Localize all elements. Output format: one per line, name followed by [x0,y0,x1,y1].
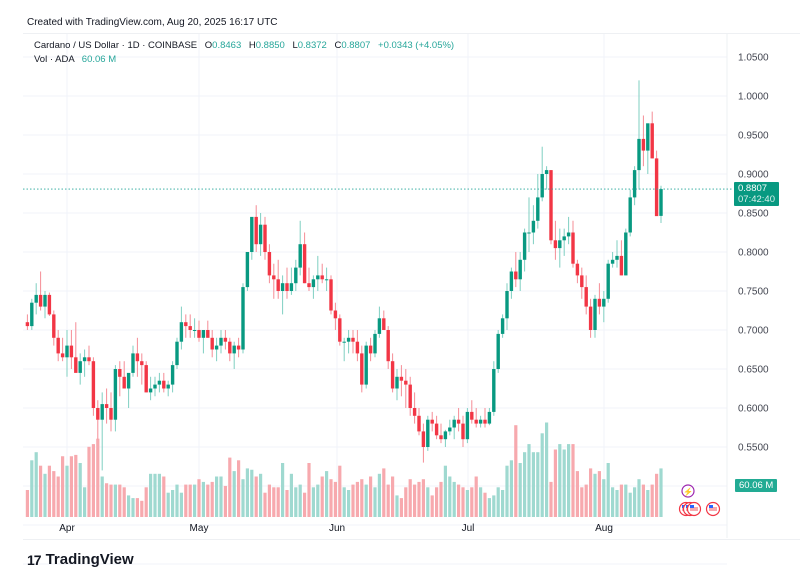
symbol-title[interactable]: Cardano / US Dollar · 1D · COINBASE [34,40,198,51]
event-markers[interactable]: ⚡ [678,484,721,517]
svg-text:⚡: ⚡ [683,487,693,497]
candles [25,80,663,471]
svg-text:0.6500: 0.6500 [738,365,769,376]
svg-text:Jun: Jun [329,523,345,534]
tradingview-footer: 17 TradingView [27,551,134,568]
bar-countdown: 07:42:40 [738,194,775,205]
volume-bars [25,422,663,517]
close-value: 0.8807 [341,40,371,51]
svg-text:0.8500: 0.8500 [738,209,769,220]
low-value: 0.8372 [297,40,327,51]
last-price: 0.8807 [738,183,768,194]
svg-text:0.6000: 0.6000 [738,404,769,415]
svg-text:0.9500: 0.9500 [738,131,769,142]
svg-text:May: May [190,523,209,534]
grid [23,34,728,565]
svg-text:1.0500: 1.0500 [738,53,769,64]
last-volume-tag: 60.06 M [735,479,778,492]
lightning-event-icon [681,484,695,498]
high-value: 0.8850 [255,40,285,51]
open-label: O [204,40,213,51]
svg-text:0.8000: 0.8000 [738,248,769,259]
volume-label[interactable]: Vol · ADA [34,54,75,65]
tradingview-logo-icon: 17 [27,551,42,568]
open-value: 0.8463 [212,40,242,51]
svg-text:1.0000: 1.0000 [738,92,769,103]
svg-text:0.7500: 0.7500 [738,287,769,298]
svg-text:0.5500: 0.5500 [738,443,769,454]
volume-value: 60.06 M [81,54,117,65]
high-label: H [248,40,256,51]
tradingview-brand: TradingView [45,551,134,568]
created-with-caption: Created with TradingView.com, Aug 20, 20… [27,17,278,28]
svg-text:Aug: Aug [595,523,613,534]
svg-text:Jul: Jul [462,523,475,534]
change-value: +0.0343 (+4.05%) [378,40,455,51]
svg-text:Apr: Apr [59,523,75,534]
price-axis[interactable]: 1.0500 1.0000 0.9500 0.9000 0.8500 0.8000 0.75… [738,53,769,454]
chart-legend: Cardano / US Dollar · 1D · COINBASE O0.8… [34,39,454,67]
chart-frame [23,33,800,540]
close-label: C [334,40,342,51]
time-axis[interactable]: Apr May Jun Jul Aug [59,523,613,534]
last-price-tag: 0.8807 07:42:40 [734,182,779,206]
low-label: L [292,40,298,51]
svg-text:0.7000: 0.7000 [738,326,769,337]
svg-text:0.9000: 0.9000 [738,170,769,181]
